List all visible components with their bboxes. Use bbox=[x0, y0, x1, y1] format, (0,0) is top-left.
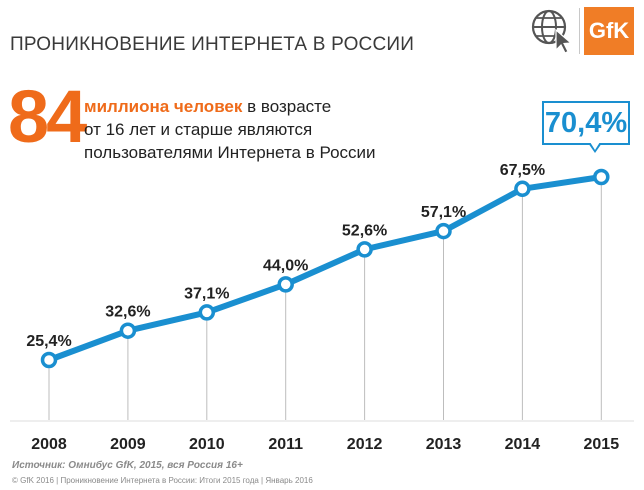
data-point-2008 bbox=[40, 351, 58, 369]
callout-latest-value: 70,4% bbox=[542, 101, 630, 145]
x-tick-label-2012: 2012 bbox=[347, 436, 383, 453]
globe-cursor-icon bbox=[531, 9, 573, 54]
x-tick-label-2010: 2010 bbox=[189, 436, 225, 453]
x-tick-label-2008: 2008 bbox=[31, 436, 67, 453]
x-tick-label-2009: 2009 bbox=[110, 436, 146, 453]
data-label-2013: 57,1% bbox=[421, 204, 466, 221]
headline-highlight: миллиона человек bbox=[84, 97, 243, 116]
logo-divider bbox=[579, 8, 580, 54]
data-label-2014: 67,5% bbox=[500, 162, 545, 179]
callout-pointer-fill bbox=[590, 142, 600, 150]
data-point-2010 bbox=[198, 304, 216, 321]
data-label-2011: 44,0% bbox=[263, 257, 308, 274]
x-tick-label-2015: 2015 bbox=[584, 436, 620, 453]
footer-text: © GfK 2016 | Проникновение Интернета в Р… bbox=[12, 476, 313, 485]
data-point-2009 bbox=[119, 322, 137, 339]
headline-line2: от 16 лет и старше являются bbox=[84, 120, 313, 139]
headline-line1: в возрасте bbox=[242, 97, 332, 116]
x-tick-label-2013: 2013 bbox=[426, 436, 462, 453]
data-point-2013 bbox=[435, 222, 452, 240]
data-point-2011 bbox=[277, 276, 294, 293]
data-label-2012: 52,6% bbox=[342, 222, 387, 239]
data-label-2008: 25,4% bbox=[26, 333, 71, 350]
gfk-logo: GfK bbox=[584, 7, 634, 55]
source-note: Источник: Омнибус GfK, 2015, вся Россия … bbox=[12, 460, 243, 471]
headline-number: 84 bbox=[8, 75, 87, 158]
data-label-2010: 37,1% bbox=[184, 285, 229, 302]
logo: GfK bbox=[528, 6, 640, 56]
x-tick-label-2014: 2014 bbox=[505, 436, 541, 453]
page-title: ПРОНИКНОВЕНИЕ ИНТЕРНЕТА В РОССИИ bbox=[10, 34, 415, 55]
data-point-2014 bbox=[514, 180, 531, 198]
data-label-2009: 32,6% bbox=[105, 304, 150, 321]
data-point-2015 bbox=[593, 168, 610, 186]
x-tick-label-2011: 2011 bbox=[268, 436, 303, 453]
headline-line3: пользователями Интернета в России bbox=[84, 143, 376, 162]
headline-description: миллиона человек в возрасте от 16 лет и … bbox=[84, 95, 376, 164]
data-point-2012 bbox=[356, 241, 373, 258]
series-line bbox=[46, 174, 605, 363]
